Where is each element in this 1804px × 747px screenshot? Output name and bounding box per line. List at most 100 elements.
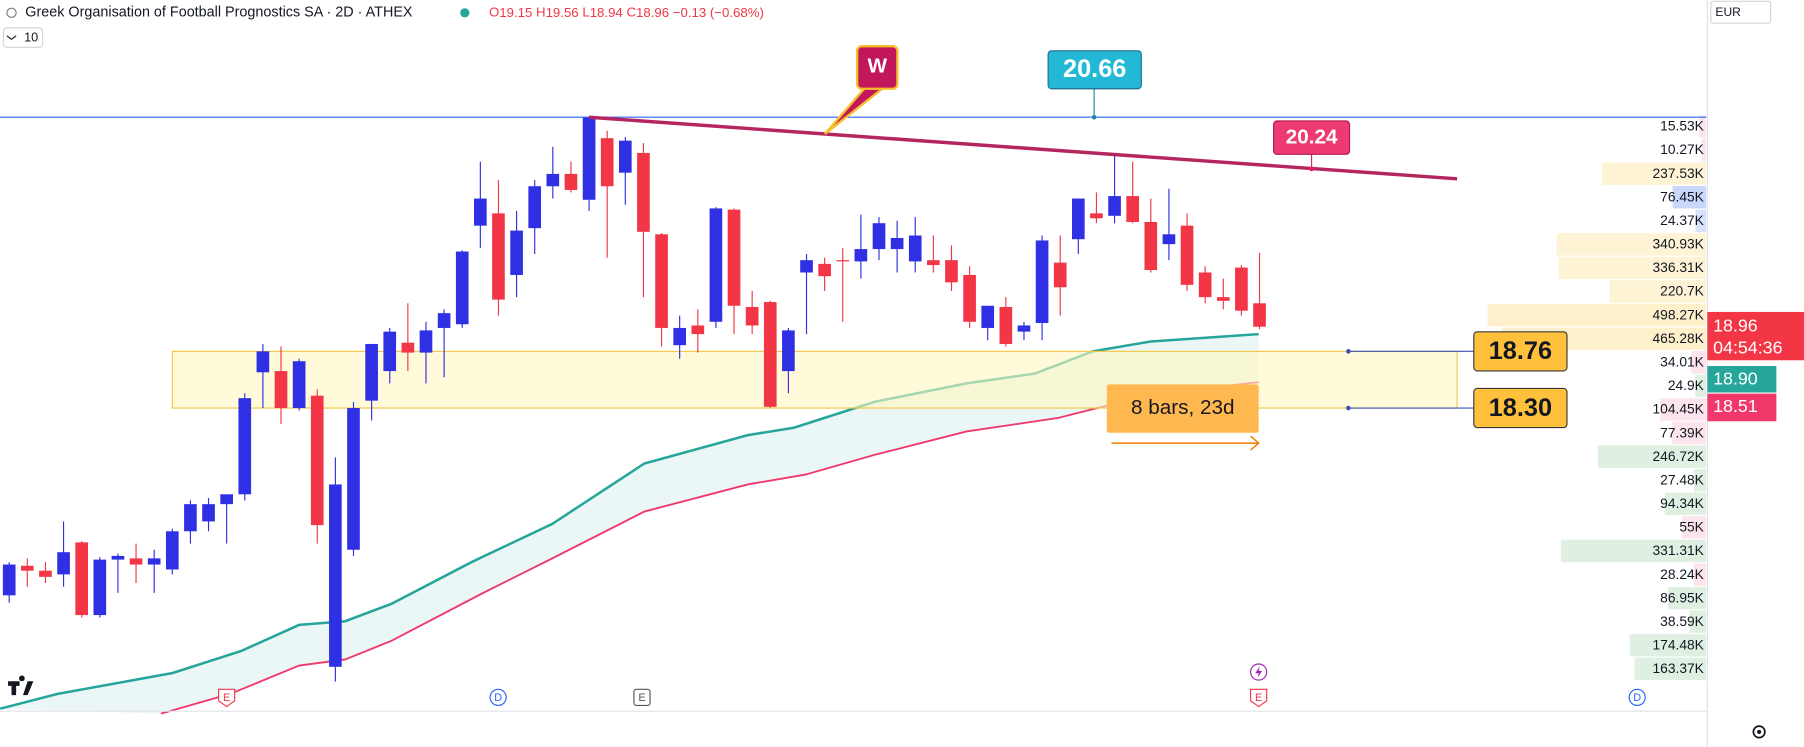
volume-profile-label: 55K	[1679, 520, 1704, 535]
callout-anchor	[1091, 114, 1097, 120]
interval-input[interactable]	[2, 27, 44, 48]
volume-profile-bar	[1691, 351, 1707, 374]
volume-profile-label: 465.28K	[1652, 331, 1704, 346]
candle-body	[872, 223, 886, 250]
price-callout[interactable]	[1047, 50, 1142, 90]
candle-body	[347, 408, 360, 550]
volume-profile-bar	[1664, 492, 1707, 516]
last-price-badge[interactable]	[1707, 311, 1804, 361]
candle-body	[782, 330, 795, 372]
volume-profile-bar	[1701, 138, 1707, 162]
candle-body	[292, 361, 306, 409]
zone-label-box[interactable]	[1473, 331, 1568, 372]
candle-body	[1017, 325, 1031, 332]
candle-body	[1235, 267, 1248, 311]
volume-profile-bar	[1693, 563, 1707, 586]
candle-body	[75, 542, 89, 616]
candle-body	[528, 186, 542, 229]
candle-body	[129, 558, 143, 565]
change: −0.13 (−0.68%)	[673, 4, 764, 19]
candle-body	[365, 343, 378, 401]
candle-body	[727, 209, 741, 306]
volume-profile-label: 28.24K	[1660, 567, 1705, 582]
volume-profile-bar	[1694, 468, 1707, 492]
candle-body	[202, 504, 215, 522]
event-label: E	[638, 692, 645, 704]
candle-body	[1198, 272, 1212, 298]
candle-body	[1180, 225, 1194, 285]
zone-label-box[interactable]	[1473, 387, 1568, 429]
moving-average	[160, 381, 1259, 715]
candle-body	[419, 330, 433, 353]
volume-profile-bar	[1629, 634, 1707, 657]
ma-price-badge[interactable]	[1707, 366, 1777, 393]
candle-body	[310, 395, 324, 526]
candle-body	[510, 230, 523, 275]
candle-body	[147, 558, 161, 565]
candle-body	[1053, 262, 1067, 288]
volume-profile-bar	[1660, 398, 1707, 421]
settings-dot	[1757, 729, 1762, 734]
event-marker[interactable]	[1250, 688, 1268, 708]
currency: EUR	[1715, 5, 1741, 19]
candle-body	[220, 494, 233, 505]
price-label-box[interactable]	[1273, 120, 1351, 155]
high-value: 19.56	[546, 4, 579, 19]
candle-body	[582, 117, 596, 200]
candle-body	[111, 555, 125, 560]
ma-price-badge[interactable]	[1707, 393, 1777, 422]
ohlc: O19.15 H19.56 L18.94 C18.96 −0.13 (−0.68…	[489, 4, 764, 19]
candle-body	[637, 152, 650, 232]
candle-body	[1071, 198, 1085, 240]
event-label: D	[1633, 692, 1641, 704]
settings-button[interactable]	[1752, 725, 1766, 739]
candle-body	[2, 564, 16, 596]
measure-box[interactable]	[1106, 384, 1259, 433]
candle-body	[618, 140, 632, 173]
candle-body	[437, 313, 451, 328]
volume-profile-label: 24.37K	[1660, 213, 1705, 228]
candle-body	[1035, 240, 1049, 324]
close-value: 18.96	[636, 4, 669, 19]
countdown: 04:54:36	[1713, 337, 1782, 357]
candle-body	[945, 260, 958, 283]
candle-body	[455, 251, 469, 325]
volume-profile-label: 24.9K	[1668, 378, 1705, 393]
candle-body	[908, 235, 922, 262]
volume-profile-label: 15.53K	[1660, 119, 1705, 134]
volume-profile-bar	[1689, 610, 1707, 633]
event-marker[interactable]	[218, 688, 236, 708]
event-marker[interactable]	[1628, 688, 1646, 706]
volume-profile-label: 86.95K	[1660, 590, 1705, 605]
volume-profile-label: 27.48K	[1660, 472, 1705, 487]
candle-body	[1162, 234, 1176, 245]
event-marker[interactable]	[633, 688, 651, 706]
logo[interactable]	[8, 675, 34, 696]
candle-body	[401, 342, 415, 353]
volume-profile-bar	[1695, 209, 1707, 232]
candle-body	[1090, 213, 1103, 219]
dividend-icon	[1255, 666, 1263, 678]
zone-label-anchor	[1346, 405, 1351, 411]
measure-label: 8 bars, 23d	[1131, 396, 1235, 419]
volume-profile-bar	[1695, 374, 1707, 398]
volume-profile-label: 34.01K	[1660, 354, 1705, 369]
price-zone	[171, 350, 1458, 409]
candle-body	[474, 198, 487, 226]
volume-profile-label: 340.93K	[1652, 237, 1704, 252]
market-status[interactable]	[460, 8, 470, 18]
volume-profile-label: 77.39K	[1660, 425, 1705, 440]
event-marker[interactable]	[489, 688, 507, 706]
currency-box[interactable]	[1710, 0, 1772, 24]
candle-body	[745, 306, 759, 326]
candle-body	[492, 213, 505, 300]
volume-profile-label: 10.27K	[1660, 142, 1705, 157]
text-callout[interactable]	[855, 45, 899, 90]
volume-profile-label: 104.45K	[1652, 402, 1704, 417]
candle-body	[329, 484, 342, 667]
candle-body	[763, 302, 777, 407]
interval-value: 10	[24, 30, 38, 44]
event-label: E	[1255, 692, 1262, 704]
candle-body	[383, 331, 397, 372]
volume-profile-bar	[1560, 539, 1707, 563]
